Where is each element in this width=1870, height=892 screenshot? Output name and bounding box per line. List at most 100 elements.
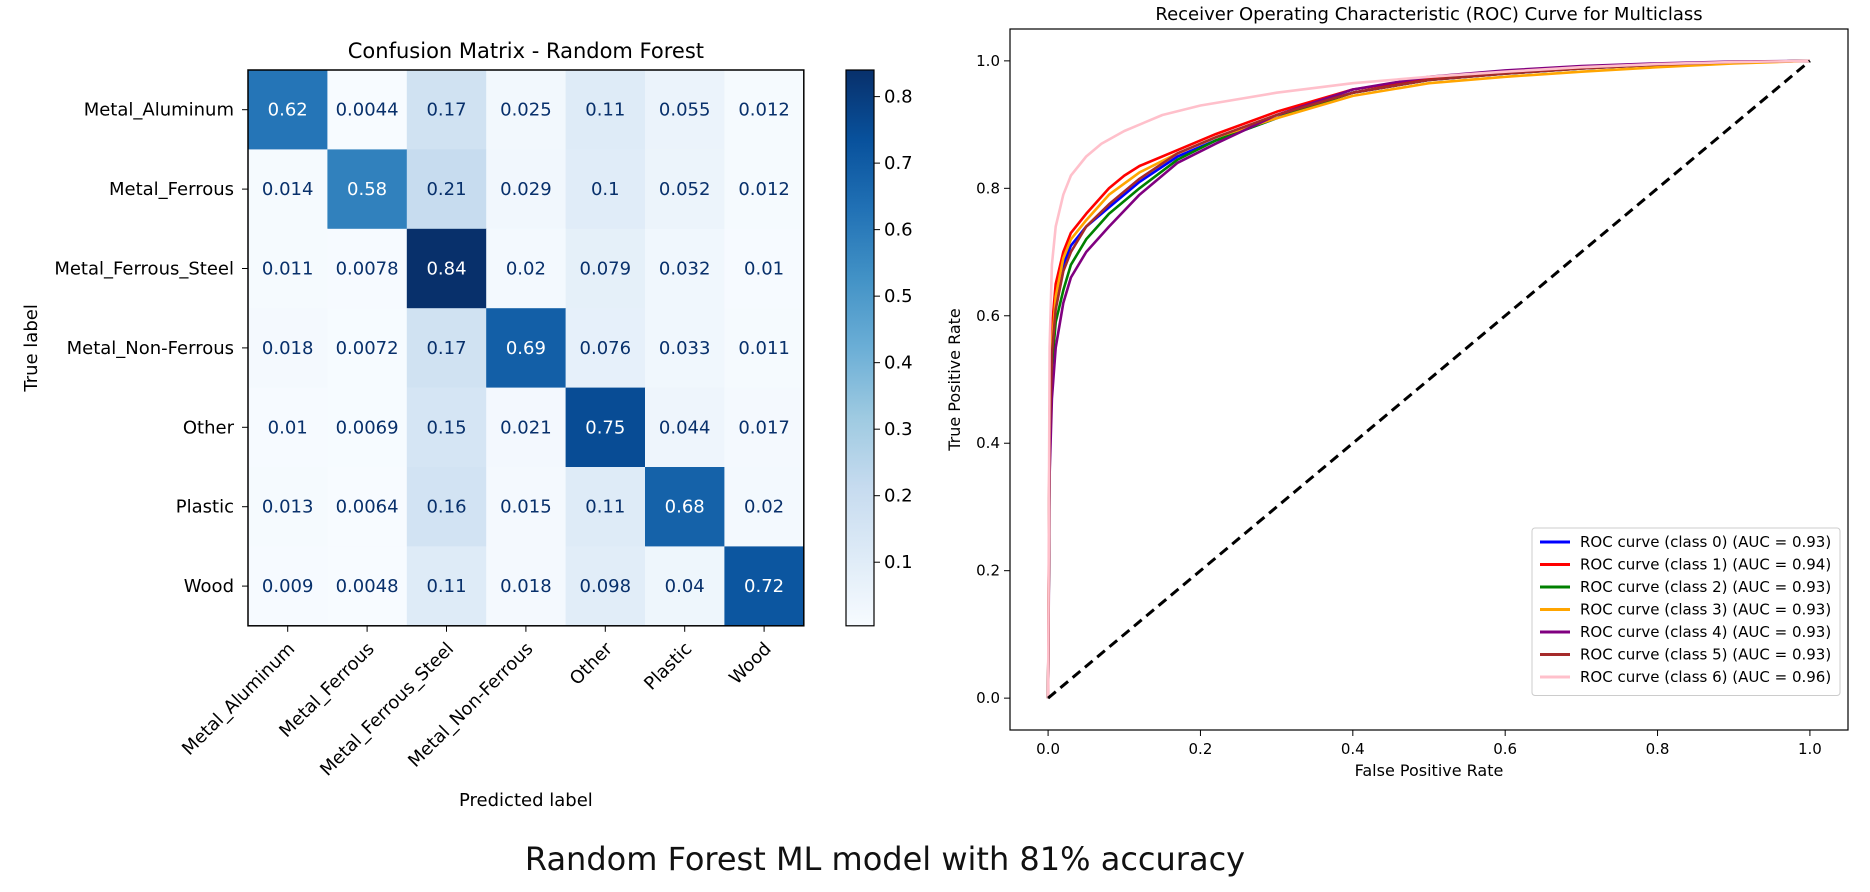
matrix-cell-label: 0.84	[426, 259, 466, 280]
matrix-cell	[565, 228, 646, 309]
roc-xlabel: False Positive Rate	[1355, 761, 1504, 780]
matrix-cell	[406, 228, 487, 309]
matrix-cell-label: 0.052	[659, 179, 711, 200]
legend-entry: ROC curve (class 1) (AUC = 0.94)	[1580, 556, 1831, 574]
matrix-cell	[327, 149, 408, 230]
colorbar-tick-label: 0.8	[884, 87, 913, 108]
roc-axes-frame	[1009, 28, 1849, 731]
matrix-cell	[645, 387, 725, 468]
matrix-cell	[248, 467, 328, 547]
matrix-cell	[327, 387, 408, 468]
confusion-matrix-title: Confusion Matrix - Random Forest	[348, 39, 704, 63]
matrix-cell-label: 0.032	[659, 259, 711, 280]
matrix-cell	[565, 70, 646, 150]
matrix-cell	[645, 308, 725, 389]
matrix-cell-label: 0.0064	[336, 497, 399, 518]
chance-diagonal-line	[1047, 59, 1811, 700]
matrix-cell	[248, 70, 328, 150]
matrix-cell-label: 0.018	[262, 338, 314, 359]
matrix-cell-label: 0.021	[500, 417, 552, 438]
matrix-cell-label: 0.0069	[336, 417, 399, 438]
matrix-cell	[565, 467, 646, 547]
matrix-cell	[486, 546, 567, 627]
matrix-cell-label: 0.015	[500, 497, 552, 518]
matrix-cell-label: 0.72	[744, 576, 784, 597]
roc-x-tick-label: 0.8	[1646, 740, 1670, 758]
matrix-cell	[327, 467, 408, 547]
matrix-cell-label: 0.11	[585, 497, 625, 518]
matrix-cell	[645, 228, 725, 309]
matrix-cell-label: 0.013	[262, 497, 314, 518]
matrix-cell	[486, 387, 567, 468]
figure-caption: Random Forest ML model with 81% accuracy	[524, 840, 1246, 878]
matrix-cell	[724, 149, 805, 230]
matrix-cell	[248, 308, 328, 389]
matrix-cell-label: 0.018	[500, 576, 552, 597]
matrix-cell-label: 0.017	[738, 417, 790, 438]
roc-title: Receiver Operating Characteristic (ROC) …	[1155, 4, 1702, 25]
row-label: Metal_Ferrous_Steel	[54, 259, 234, 280]
matrix-cell	[565, 149, 646, 230]
roc-ylabel: True Positive Rate	[945, 308, 964, 452]
matrix-cell	[486, 228, 567, 309]
matrix-cell-label: 0.01	[268, 417, 308, 438]
colorbar-tick-label: 0.7	[884, 153, 913, 174]
col-label: Plastic	[640, 638, 696, 694]
matrix-cell-label: 0.02	[506, 259, 546, 280]
matrix-cell-label: 0.1	[591, 179, 620, 200]
roc-x-tick-label: 0.6	[1493, 740, 1517, 758]
legend-entry: ROC curve (class 6) (AUC = 0.96)	[1580, 668, 1831, 686]
roc-legend	[1531, 527, 1841, 696]
roc-y-tick-label: 0.2	[976, 562, 1000, 580]
matrix-cell	[486, 467, 567, 547]
matrix-cell	[724, 228, 805, 309]
roc-series-line-class-6	[1046, 59, 1810, 699]
colorbar-tick-label: 0.1	[884, 552, 913, 573]
matrix-cell-label: 0.014	[262, 179, 314, 200]
matrix-cell-label: 0.0072	[336, 338, 399, 359]
matrix-cell-label: 0.68	[665, 497, 705, 518]
row-label: Plastic	[176, 497, 234, 518]
matrix-cell	[645, 149, 725, 230]
matrix-cell-label: 0.079	[580, 259, 632, 280]
matrix-cell	[406, 70, 487, 150]
matrix-cell-label: 0.58	[347, 179, 387, 200]
matrix-cell	[486, 149, 567, 230]
legend-entry: ROC curve (class 5) (AUC = 0.93)	[1580, 646, 1831, 664]
matrix-cell	[406, 308, 487, 389]
matrix-cell	[406, 387, 487, 468]
matrix-cell-label: 0.029	[500, 179, 552, 200]
roc-y-tick-label: 0.8	[976, 179, 1000, 197]
matrix-cell	[724, 467, 805, 547]
legend-entry: ROC curve (class 4) (AUC = 0.93)	[1580, 623, 1831, 641]
confusion-matrix-xlabel: Predicted label	[459, 790, 593, 811]
colorbar-tick-label: 0.6	[884, 220, 913, 241]
col-label: Metal_Ferrous_Steel	[316, 638, 458, 780]
matrix-cell	[724, 70, 805, 150]
matrix-cell-label: 0.02	[744, 497, 784, 518]
matrix-cell-label: 0.17	[426, 100, 466, 121]
matrix-cell	[565, 387, 646, 468]
matrix-cell	[248, 546, 328, 627]
matrix-cell	[406, 546, 487, 627]
matrix-cell	[724, 387, 805, 468]
matrix-cell-label: 0.011	[738, 338, 790, 359]
matrix-cell-label: 0.0044	[336, 100, 399, 121]
matrix-cell-label: 0.076	[580, 338, 632, 359]
matrix-cell-label: 0.11	[585, 100, 625, 121]
row-label: Metal_Aluminum	[84, 100, 234, 121]
roc-x-tick-label: 1.0	[1798, 740, 1822, 758]
matrix-cell-label: 0.04	[665, 576, 705, 597]
matrix-cell-label: 0.16	[426, 497, 466, 518]
matrix-cell-label: 0.025	[500, 100, 552, 121]
matrix-cell	[327, 228, 408, 309]
matrix-cell	[724, 546, 805, 627]
roc-x-tick-label: 0.0	[1036, 740, 1060, 758]
matrix-cell-label: 0.75	[585, 417, 625, 438]
roc-y-tick-label: 0.4	[976, 434, 1000, 452]
matrix-cell	[565, 308, 646, 389]
matrix-cell	[486, 70, 567, 150]
roc-x-tick-label: 0.4	[1341, 740, 1365, 758]
colorbar-tick-label: 0.2	[884, 486, 913, 507]
matrix-cell	[406, 149, 487, 230]
